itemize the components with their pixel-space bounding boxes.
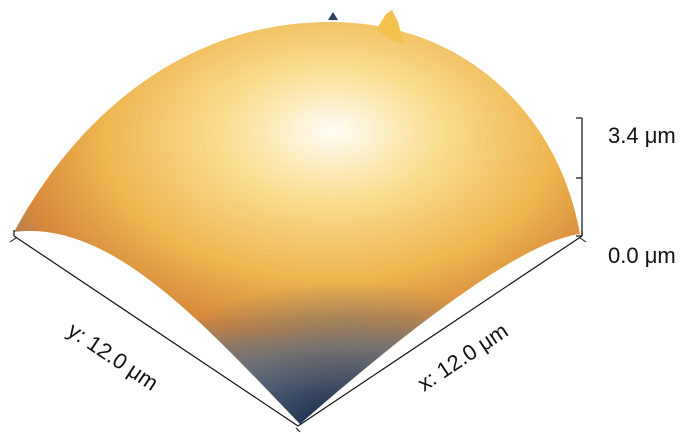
z-min-label: 0.0 μm: [608, 243, 676, 268]
front-right-curve: [300, 236, 696, 426]
base-ticks: [9, 237, 587, 433]
z-max-label: 3.4 μm: [608, 123, 676, 148]
front-left-curve: [14, 233, 300, 426]
surface-speck: [328, 12, 338, 20]
z-scale-bar: [576, 117, 583, 237]
surface-spike: [376, 10, 404, 44]
